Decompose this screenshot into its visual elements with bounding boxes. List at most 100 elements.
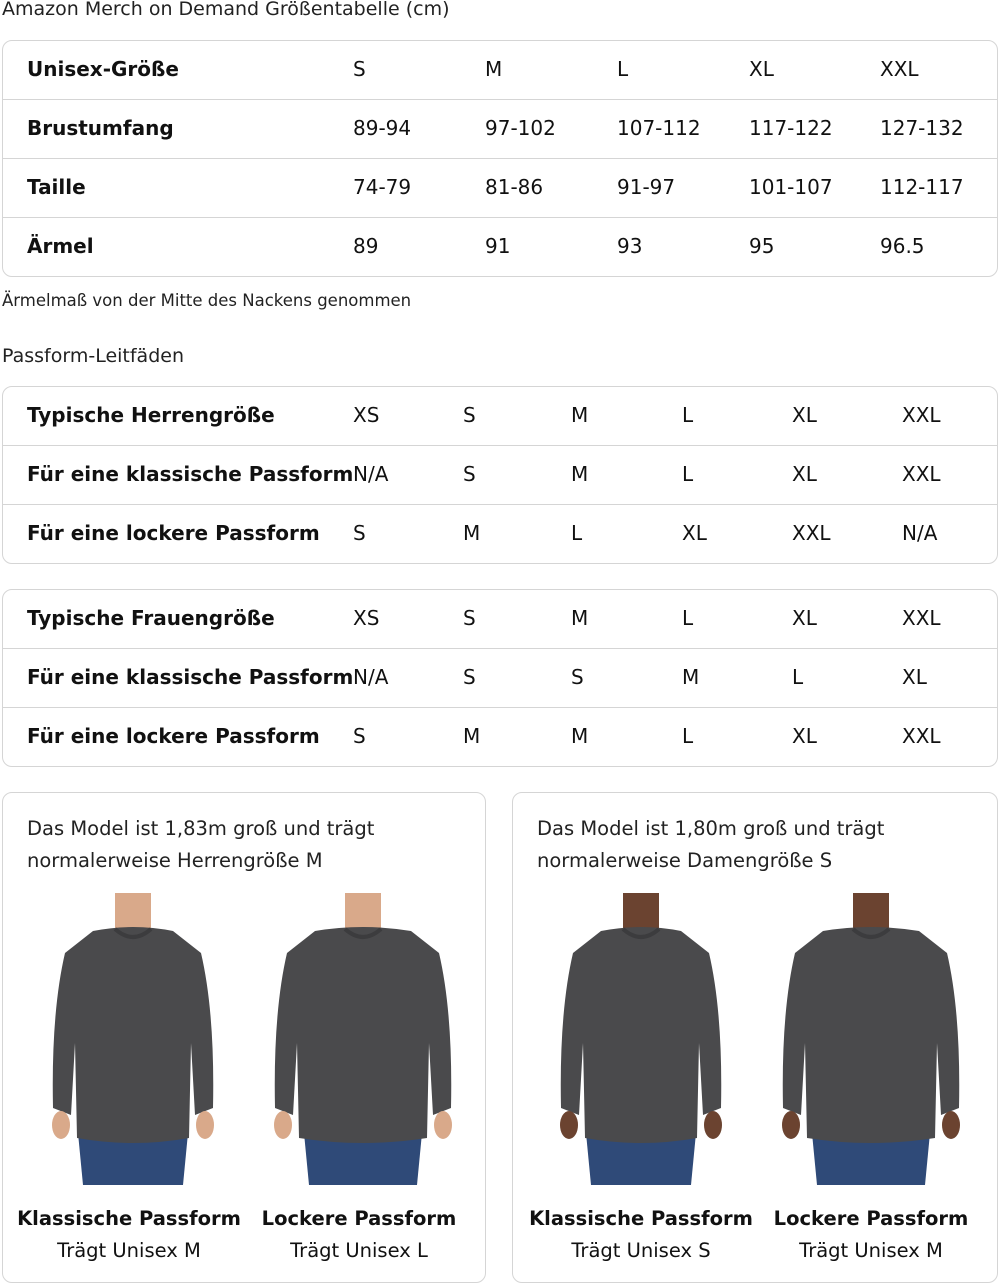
- table-cell: 93: [617, 234, 643, 258]
- caption-title: Lockere Passform: [261, 1207, 457, 1230]
- collar: [113, 927, 153, 939]
- table-cell: L: [682, 462, 694, 486]
- table-cell: S: [353, 724, 366, 748]
- model-neck: [623, 893, 659, 933]
- table-cell: M: [571, 606, 589, 630]
- sweatshirt: [274, 927, 452, 1143]
- caption-title: Klassische Passform: [529, 1207, 753, 1230]
- model-neck: [345, 893, 381, 933]
- table-cell: XL: [792, 462, 817, 486]
- table-cell: M: [463, 724, 481, 748]
- fit-guide-heading: Passform-Leitfäden: [2, 345, 184, 367]
- table-cell: XL: [792, 606, 817, 630]
- hand-right: [434, 1111, 452, 1139]
- table-cell: M: [463, 521, 481, 545]
- table-cell: L: [682, 403, 694, 427]
- caption-sub: Trägt Unisex M: [57, 1239, 201, 1262]
- table-cell: S: [571, 665, 584, 689]
- men-model-panel: Das Model ist 1,83m groß und trägt norma…: [2, 792, 486, 1283]
- sleeve-note: Ärmelmaß von der Mitte des Nackens genom…: [2, 291, 412, 310]
- caption-sub: Trägt Unisex M: [799, 1239, 943, 1262]
- model-photo-classic: [23, 893, 243, 1185]
- model-description: Das Model ist 1,83m groß und trägt norma…: [27, 813, 374, 877]
- table-cell: 117-122: [749, 116, 833, 140]
- table-cell: XL: [792, 724, 817, 748]
- caption-relaxed: Lockere Passform Trägt Unisex L: [239, 1203, 479, 1267]
- table-cell: M: [485, 57, 503, 81]
- table-row: Ärmel 89 91 93 95 96.5: [3, 218, 997, 276]
- table-cell: S: [463, 462, 476, 486]
- men-fit-table: Typische Herrengröße XS S M L XL XXL Für eine k…: [2, 386, 998, 564]
- table-cell: 95: [749, 234, 775, 258]
- table-cell: S: [353, 521, 366, 545]
- table-row: Taille 74-79 81-86 91-97 101-107 112-117: [3, 159, 997, 218]
- model-photo-relaxed: [253, 893, 473, 1185]
- table-cell: XXL: [792, 521, 831, 545]
- table-cell: 74-79: [353, 175, 412, 199]
- row-label: Taille: [27, 175, 86, 199]
- table-cell: XL: [792, 403, 817, 427]
- table-cell: XXL: [880, 57, 919, 81]
- caption-sub: Trägt Unisex L: [290, 1239, 428, 1262]
- hand-right: [704, 1111, 722, 1139]
- caption-classic: Klassische Passform Trägt Unisex S: [521, 1203, 761, 1267]
- table-cell: S: [353, 57, 366, 81]
- jeans: [78, 1133, 188, 1185]
- hand-left: [52, 1111, 70, 1139]
- table-row: Typische Herrengröße XS S M L XL XXL: [3, 387, 997, 446]
- row-label: Für eine lockere Passform: [27, 521, 320, 545]
- hand-left: [274, 1111, 292, 1139]
- table-cell: XXL: [902, 403, 941, 427]
- hand-left: [782, 1111, 800, 1139]
- table-row: Typische Frauengröße XS S M L XL XXL: [3, 590, 997, 649]
- model-text-line-2: normalerweise Herrengröße M: [27, 849, 323, 872]
- table-cell: XXL: [902, 724, 941, 748]
- model-text-line-2: normalerweise Damengröße S: [537, 849, 833, 872]
- table-cell: 97-102: [485, 116, 556, 140]
- caption-relaxed: Lockere Passform Trägt Unisex M: [751, 1203, 991, 1267]
- table-cell: L: [792, 665, 804, 689]
- table-cell: XL: [902, 665, 927, 689]
- table-cell: XS: [353, 606, 380, 630]
- size-table: Unisex-Größe S M L XL XXL Brustumfang 89-94 97-1…: [2, 40, 998, 277]
- row-label: Brustumfang: [27, 116, 174, 140]
- caption-title: Klassische Passform: [17, 1207, 241, 1230]
- table-row: Brustumfang 89-94 97-102 107-112 117-122 127-…: [3, 100, 997, 159]
- women-model-panel: Das Model ist 1,80m groß und trägt norma…: [512, 792, 998, 1283]
- sweatshirt: [52, 927, 214, 1143]
- table-cell: L: [571, 521, 583, 545]
- row-label: Für eine klassische Passform: [27, 665, 354, 689]
- model-text-line-1: Das Model ist 1,83m groß und trägt: [27, 817, 375, 840]
- table-row: Für eine klassische Passform N/A S M L XL XXL: [3, 446, 997, 505]
- table-cell: 81-86: [485, 175, 544, 199]
- collar: [343, 927, 383, 939]
- row-label: Ärmel: [27, 234, 94, 258]
- sweatshirt: [782, 927, 960, 1143]
- row-label: Typische Frauengröße: [27, 606, 275, 630]
- table-cell: M: [571, 462, 589, 486]
- table-cell: M: [571, 724, 589, 748]
- model-photo-classic: [531, 893, 751, 1185]
- table-cell: 89-94: [353, 116, 412, 140]
- row-label: Für eine klassische Passform: [27, 462, 354, 486]
- table-cell: 91: [485, 234, 511, 258]
- table-cell: 107-112: [617, 116, 701, 140]
- table-row: Für eine klassische Passform N/A S S M L XL: [3, 649, 997, 708]
- model-neck: [853, 893, 889, 933]
- model-neck: [115, 893, 151, 933]
- table-cell: M: [571, 403, 589, 427]
- table-cell: XL: [749, 57, 774, 81]
- table-cell: S: [463, 403, 476, 427]
- jeans: [304, 1133, 422, 1185]
- hand-right: [196, 1111, 214, 1139]
- table-cell: L: [682, 606, 694, 630]
- table-cell: 91-97: [617, 175, 676, 199]
- table-cell: 101-107: [749, 175, 833, 199]
- table-cell: XL: [682, 521, 707, 545]
- table-cell: 112-117: [880, 175, 964, 199]
- table-row: Unisex-Größe S M L XL XXL: [3, 41, 997, 100]
- table-cell: N/A: [353, 665, 389, 689]
- table-cell: 89: [353, 234, 379, 258]
- row-label: Typische Herrengröße: [27, 403, 275, 427]
